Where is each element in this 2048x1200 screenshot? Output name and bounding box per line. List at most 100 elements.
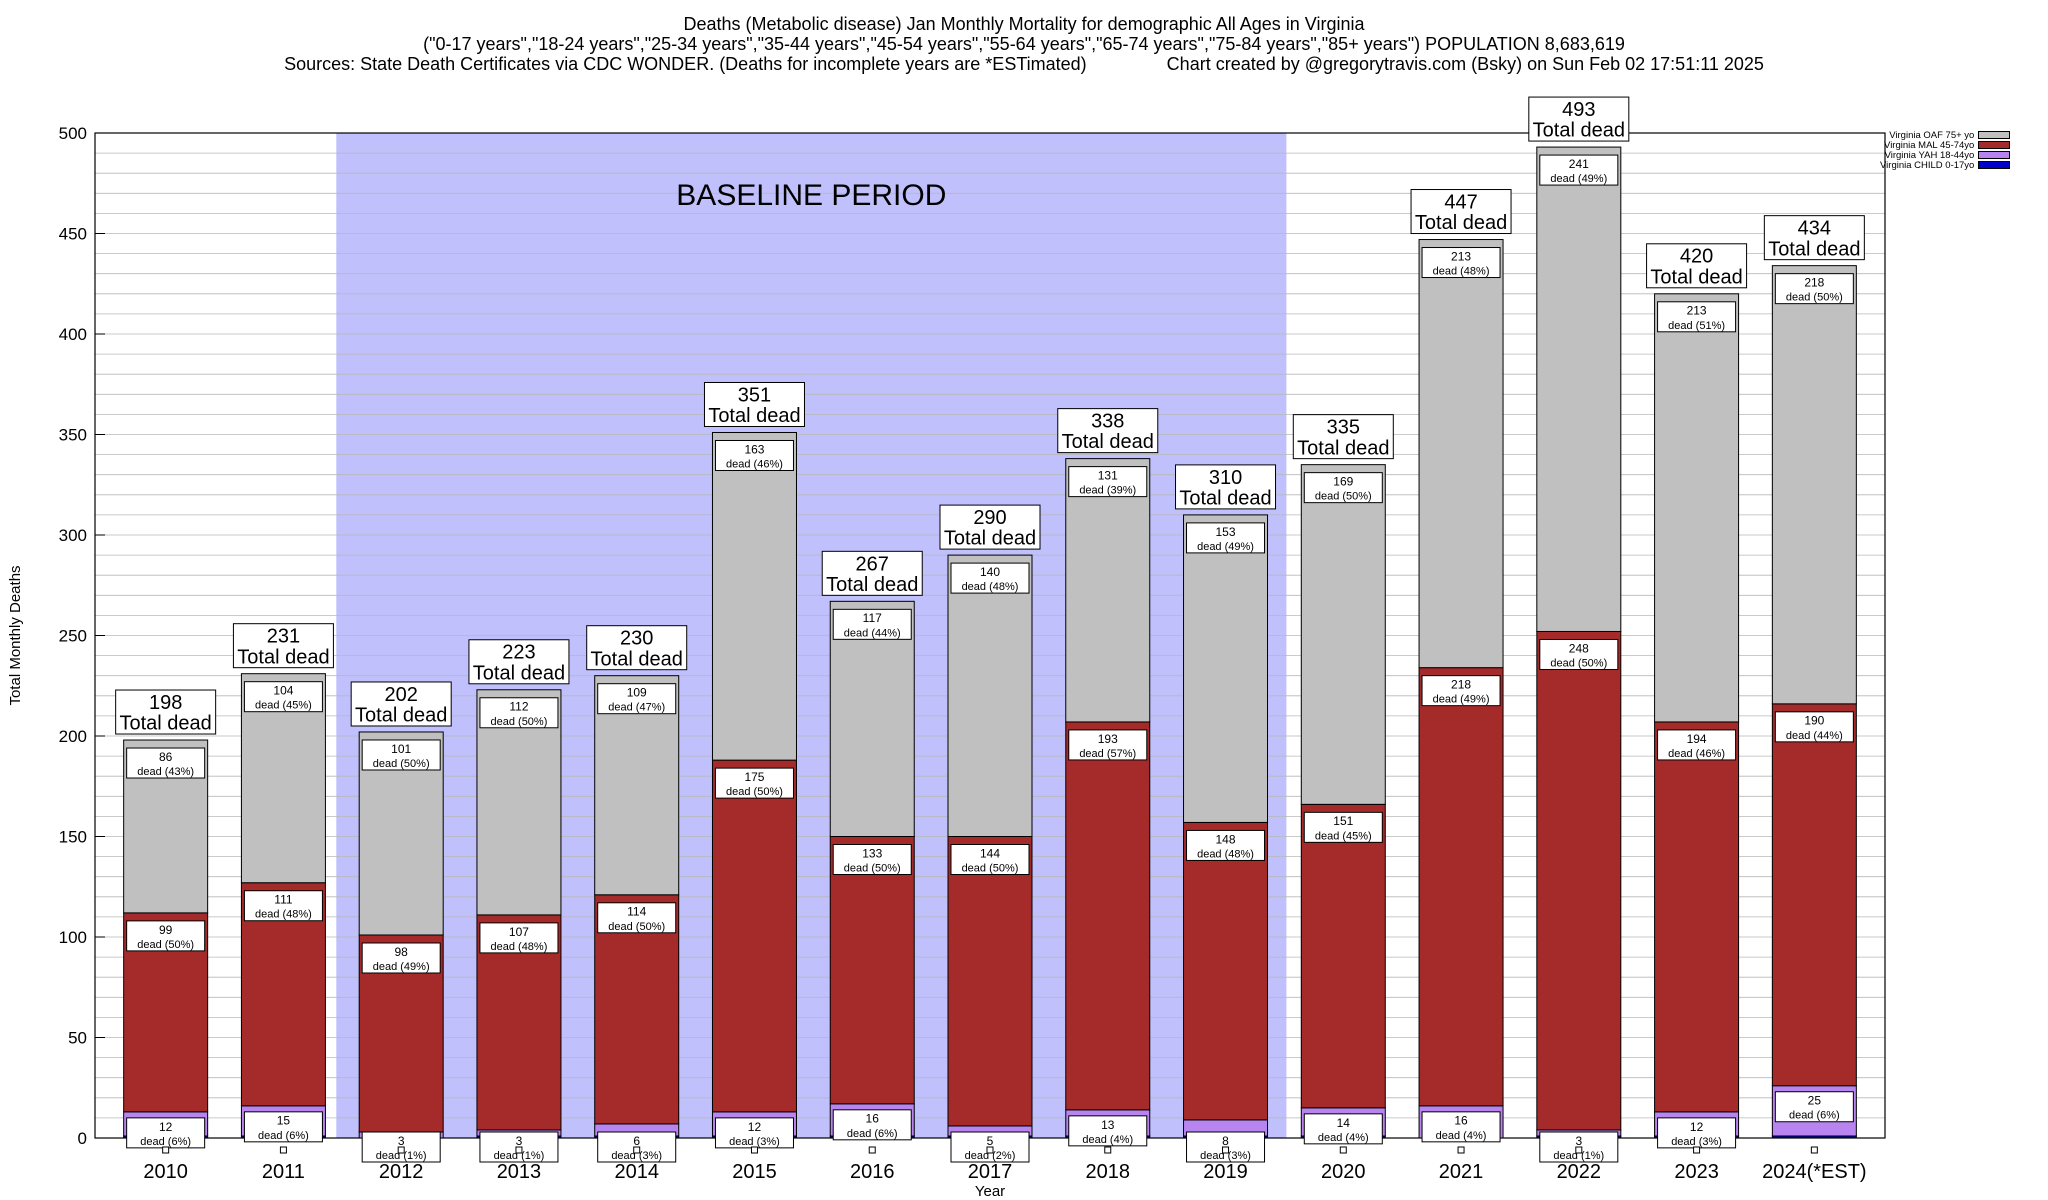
total-label-box <box>703 381 805 427</box>
mal-data-label-box <box>832 844 912 875</box>
bar-segment-oaf <box>1771 265 1857 705</box>
child-marker <box>1575 1146 1583 1154</box>
oaf-data-label-box <box>126 747 206 779</box>
legend-swatch <box>1978 131 2011 139</box>
bar-segment-mal <box>711 759 797 1113</box>
oaf-data-label-value: 101 <box>391 742 411 756</box>
x-tick-label: 2013 <box>497 1161 542 1183</box>
total-label-value: 434 <box>1798 218 1831 240</box>
oaf-data-label-value: 112 <box>509 700 528 714</box>
total-label-box <box>232 623 334 669</box>
mal-data-label-value: 194 <box>1687 732 1707 746</box>
total-label-box <box>1528 96 1630 142</box>
legend-label: Virginia OAF 75+ yo <box>1889 129 1975 141</box>
oaf-data-label-box <box>479 697 559 729</box>
oaf-data-label-text: dead (51%) <box>1668 320 1725 332</box>
oaf-data-label-value: 117 <box>863 611 882 625</box>
legend-label: Virginia YAH 18-44yo <box>1884 149 1975 161</box>
mal-data-label-text: dead (50%) <box>137 939 194 951</box>
x-tick-label: 2018 <box>1086 1161 1131 1183</box>
yah-data-label-text: dead (3%) <box>1200 1150 1251 1162</box>
y-tick-label: 100 <box>59 928 87 947</box>
yah-data-label-box <box>1303 1113 1383 1145</box>
bar-segment-oaf <box>1300 464 1386 805</box>
oaf-data-label-text: dead (46%) <box>726 458 783 470</box>
yah-data-label-text: dead (1%) <box>376 1150 427 1162</box>
yah-data-label-value: 25 <box>1808 1094 1822 1108</box>
total-label-box <box>586 625 688 671</box>
total-label-value: 351 <box>738 384 771 406</box>
yah-data-label-text: dead (3%) <box>611 1150 662 1162</box>
yah-data-label-box <box>1068 1115 1148 1147</box>
x-tick-label: 2014 <box>614 1161 659 1183</box>
oaf-data-label-value: 218 <box>1804 276 1824 290</box>
bar-segment-oaf <box>1536 146 1622 632</box>
mal-data-label-box <box>714 767 794 799</box>
yah-data-label-text: dead (2%) <box>965 1150 1016 1162</box>
oaf-data-label-box <box>1657 301 1737 333</box>
mal-data-label-value: 175 <box>744 770 764 784</box>
mal-data-label-box <box>597 902 677 934</box>
bar-segment-mal <box>829 836 915 1105</box>
yah-data-label-value: 6 <box>633 1134 640 1148</box>
yah-data-label-box <box>1657 1117 1737 1149</box>
mal-data-label-text: dead (46%) <box>1668 748 1725 760</box>
yah-data-label-value: 5 <box>987 1134 994 1148</box>
total-label-box <box>1410 189 1512 235</box>
oaf-data-label-box <box>361 739 441 771</box>
chart-subtitle-demographics: ("0-17 years","18-24 years","25-34 years… <box>423 34 1625 54</box>
yah-data-label-value: 3 <box>516 1134 523 1148</box>
x-tick-label: 2022 <box>1557 1161 1602 1183</box>
x-tick-label: 2015 <box>732 1161 777 1183</box>
yah-data-label-value: 15 <box>277 1114 291 1128</box>
child-marker <box>1810 1146 1818 1154</box>
oaf-data-label-box <box>1186 522 1266 554</box>
mal-data-label-text: dead (50%) <box>1550 657 1607 669</box>
total-label-value: 493 <box>1562 99 1595 121</box>
legend-swatch <box>1978 151 2011 159</box>
x-tick-label: 2017 <box>968 1161 1013 1183</box>
mal-data-label-box <box>1303 811 1383 843</box>
oaf-data-label-text: dead (50%) <box>373 758 430 770</box>
mal-data-label-value: 144 <box>980 846 1000 860</box>
y-tick-label: 150 <box>59 828 87 847</box>
oaf-data-label-text: dead (48%) <box>962 581 1019 593</box>
oaf-data-label-value: 140 <box>980 565 1000 579</box>
oaf-data-label-value: 109 <box>627 686 647 700</box>
mal-data-label-text: dead (49%) <box>1433 694 1490 706</box>
mal-data-label-box <box>950 844 1030 875</box>
mal-data-label-text: dead (50%) <box>844 863 901 875</box>
mal-data-label-text: dead (57%) <box>1079 748 1136 760</box>
total-label-box <box>115 689 217 735</box>
legend-label: Virginia CHILD 0-17yo <box>1880 159 1975 171</box>
oaf-data-label-box <box>1303 472 1383 504</box>
mal-data-label-box <box>1539 638 1619 670</box>
bar-segment-mal <box>1183 821 1269 1121</box>
x-tick-label: 2024(*EST) <box>1762 1161 1867 1183</box>
oaf-data-label-text: dead (39%) <box>1079 485 1136 497</box>
yah-data-label-text: dead (6%) <box>140 1136 191 1148</box>
mal-data-label-text: dead (48%) <box>255 909 312 921</box>
mal-data-label-text: dead (50%) <box>608 921 665 933</box>
oaf-data-label-box <box>597 683 677 715</box>
mal-data-label-text: dead (50%) <box>962 863 1019 875</box>
oaf-data-label-box <box>1539 154 1619 186</box>
mal-data-label-value: 148 <box>1216 832 1236 846</box>
bar-segment-oaf <box>711 431 797 761</box>
legend-item-yah: Virginia YAH 18-44yo <box>1880 149 2011 161</box>
yah-data-label-box <box>1421 1111 1501 1143</box>
yah-data-label-value: 12 <box>1690 1120 1704 1134</box>
mal-data-label-text: dead (44%) <box>1786 730 1843 742</box>
total-label-box <box>939 504 1041 550</box>
bar-segment-oaf <box>1654 293 1740 723</box>
total-label-text: Total dead <box>1415 212 1507 234</box>
yah-data-label-box <box>126 1117 206 1149</box>
mal-data-label-value: 190 <box>1804 714 1824 728</box>
total-label-value: 420 <box>1680 246 1713 268</box>
total-label-value: 230 <box>620 628 653 650</box>
oaf-data-label-value: 241 <box>1569 157 1589 171</box>
x-tick-label: 2016 <box>850 1161 895 1183</box>
y-tick-label: 250 <box>59 627 87 646</box>
x-tick-label: 2019 <box>1203 1161 1248 1183</box>
mal-data-label-value: 99 <box>159 923 173 937</box>
